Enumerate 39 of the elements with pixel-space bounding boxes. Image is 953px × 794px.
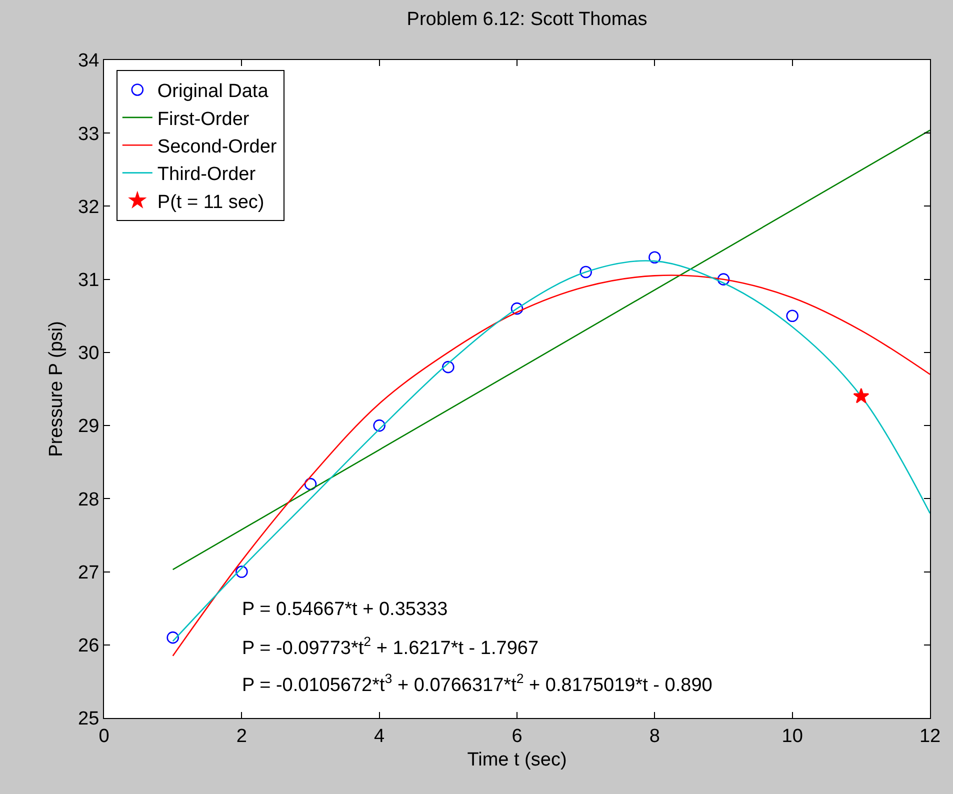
- y-tick-label: 29: [78, 416, 100, 438]
- point: [786, 310, 798, 322]
- x-tick-label: 4: [374, 726, 386, 747]
- point: [166, 631, 179, 644]
- annotation: P = 0.54667*t + 0.35333: [242, 599, 448, 620]
- point: [510, 302, 524, 315]
- annotation: P = -0.0105672*t$^{3}$ + 0.0766317*t$^{2}$ + 0.8175019*t - 0.890: [242, 671, 712, 696]
- annotation: P = -0.09773*t$^{2}$ + 1.6217*t - 1.7967: [242, 634, 539, 659]
- legend-label: First-Order: [157, 108, 250, 130]
- y-tick-label: 27: [78, 562, 100, 584]
- y-tick-label: 28: [78, 489, 100, 510]
- x-tick-label: 0: [98, 726, 110, 747]
- chart-title: Problem 6.12: Scott Thomas: [406, 9, 648, 30]
- y-tick-label: 34: [78, 50, 100, 72]
- y-tick-label: 33: [78, 124, 100, 145]
- x-tick-label: 6: [512, 726, 522, 747]
- legend-label: Original Data: [157, 81, 269, 102]
- x-tick-label: 2: [236, 726, 247, 747]
- x-tick-label: 10: [782, 726, 803, 747]
- y-tick-label: 30: [78, 343, 100, 364]
- point: [236, 566, 248, 578]
- x-tick-label: 12: [919, 726, 941, 747]
- legend-label: P(t = 11 sec): [157, 192, 264, 213]
- point: [717, 273, 730, 286]
- point: [853, 388, 870, 404]
- y-tick-label: 31: [78, 270, 100, 291]
- legend-label: Second-Order: [157, 136, 278, 158]
- x-axis-title: Time t (sec): [467, 750, 567, 771]
- point: [373, 419, 386, 432]
- point: [580, 266, 592, 278]
- y-axis-title: Pressure P (psi): [46, 321, 67, 457]
- point: [304, 478, 317, 490]
- legend-label: Third-Order: [157, 164, 256, 186]
- y-tick-label: 26: [78, 636, 100, 657]
- point: [648, 251, 661, 264]
- x-tick-label: 8: [649, 726, 660, 747]
- y-tick-label: 32: [78, 196, 100, 218]
- point: [442, 360, 454, 374]
- y-tick-label: 25: [78, 708, 100, 730]
